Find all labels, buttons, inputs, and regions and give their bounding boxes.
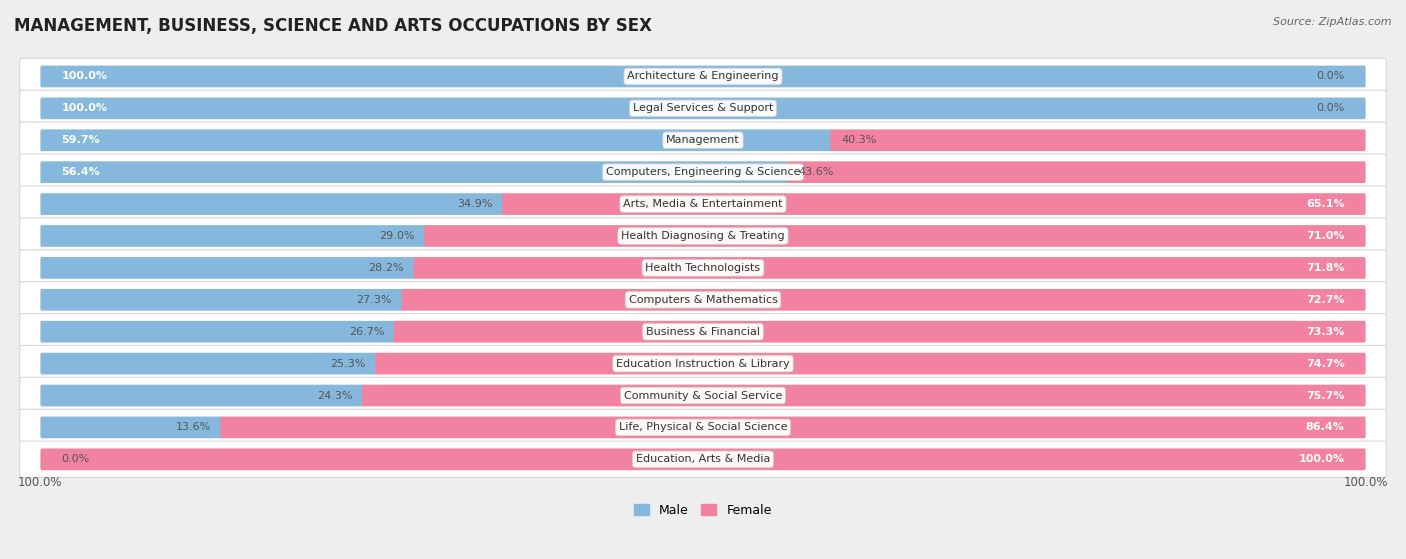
FancyBboxPatch shape bbox=[20, 282, 1386, 318]
FancyBboxPatch shape bbox=[41, 97, 1365, 119]
Text: Legal Services & Support: Legal Services & Support bbox=[633, 103, 773, 113]
Text: Management: Management bbox=[666, 135, 740, 145]
Text: 100.0%: 100.0% bbox=[62, 72, 107, 82]
FancyBboxPatch shape bbox=[20, 441, 1386, 477]
FancyBboxPatch shape bbox=[20, 90, 1386, 126]
FancyBboxPatch shape bbox=[20, 250, 1386, 286]
FancyBboxPatch shape bbox=[41, 448, 1365, 470]
FancyBboxPatch shape bbox=[20, 218, 1386, 254]
FancyBboxPatch shape bbox=[41, 65, 1365, 87]
FancyBboxPatch shape bbox=[221, 416, 1365, 438]
FancyBboxPatch shape bbox=[20, 345, 1386, 382]
Text: 74.7%: 74.7% bbox=[1306, 359, 1344, 368]
Text: Architecture & Engineering: Architecture & Engineering bbox=[627, 72, 779, 82]
Text: 100.0%: 100.0% bbox=[18, 476, 62, 489]
Text: Education Instruction & Library: Education Instruction & Library bbox=[616, 359, 790, 368]
Text: Health Diagnosing & Treating: Health Diagnosing & Treating bbox=[621, 231, 785, 241]
Text: 34.9%: 34.9% bbox=[457, 199, 492, 209]
Text: 100.0%: 100.0% bbox=[62, 103, 107, 113]
Text: Life, Physical & Social Science: Life, Physical & Social Science bbox=[619, 423, 787, 433]
FancyBboxPatch shape bbox=[394, 321, 1365, 343]
FancyBboxPatch shape bbox=[502, 193, 1365, 215]
Text: 100.0%: 100.0% bbox=[1344, 476, 1388, 489]
Text: 71.0%: 71.0% bbox=[1306, 231, 1344, 241]
Text: Community & Social Service: Community & Social Service bbox=[624, 391, 782, 400]
FancyBboxPatch shape bbox=[375, 353, 1365, 375]
FancyBboxPatch shape bbox=[413, 257, 1365, 279]
FancyBboxPatch shape bbox=[402, 289, 1365, 311]
FancyBboxPatch shape bbox=[20, 409, 1386, 446]
Text: Business & Financial: Business & Financial bbox=[645, 326, 761, 337]
Text: Health Technologists: Health Technologists bbox=[645, 263, 761, 273]
FancyBboxPatch shape bbox=[831, 130, 1365, 151]
FancyBboxPatch shape bbox=[41, 193, 505, 215]
Text: Source: ZipAtlas.com: Source: ZipAtlas.com bbox=[1274, 17, 1392, 27]
Text: 40.3%: 40.3% bbox=[842, 135, 877, 145]
FancyBboxPatch shape bbox=[41, 289, 404, 311]
FancyBboxPatch shape bbox=[41, 353, 377, 375]
FancyBboxPatch shape bbox=[20, 377, 1386, 414]
Text: 24.3%: 24.3% bbox=[316, 391, 353, 400]
Text: 0.0%: 0.0% bbox=[1316, 72, 1344, 82]
Text: 65.1%: 65.1% bbox=[1306, 199, 1344, 209]
Text: 86.4%: 86.4% bbox=[1306, 423, 1344, 433]
Text: Computers, Engineering & Science: Computers, Engineering & Science bbox=[606, 167, 800, 177]
FancyBboxPatch shape bbox=[20, 186, 1386, 222]
FancyBboxPatch shape bbox=[41, 162, 789, 183]
FancyBboxPatch shape bbox=[20, 122, 1386, 158]
Text: 29.0%: 29.0% bbox=[380, 231, 415, 241]
FancyBboxPatch shape bbox=[20, 314, 1386, 350]
FancyBboxPatch shape bbox=[361, 385, 1365, 406]
FancyBboxPatch shape bbox=[20, 154, 1386, 191]
FancyBboxPatch shape bbox=[41, 416, 222, 438]
FancyBboxPatch shape bbox=[41, 130, 832, 151]
Text: 100.0%: 100.0% bbox=[1299, 454, 1344, 465]
Text: Computers & Mathematics: Computers & Mathematics bbox=[628, 295, 778, 305]
Text: 71.8%: 71.8% bbox=[1306, 263, 1344, 273]
Text: 0.0%: 0.0% bbox=[1316, 103, 1344, 113]
Text: 56.4%: 56.4% bbox=[62, 167, 100, 177]
FancyBboxPatch shape bbox=[41, 225, 426, 247]
Text: 75.7%: 75.7% bbox=[1306, 391, 1344, 400]
Text: 73.3%: 73.3% bbox=[1306, 326, 1344, 337]
FancyBboxPatch shape bbox=[41, 257, 416, 279]
FancyBboxPatch shape bbox=[41, 321, 395, 343]
Legend: Male, Female: Male, Female bbox=[630, 499, 776, 522]
Text: 27.3%: 27.3% bbox=[357, 295, 392, 305]
Text: 25.3%: 25.3% bbox=[330, 359, 366, 368]
FancyBboxPatch shape bbox=[20, 58, 1386, 94]
Text: 13.6%: 13.6% bbox=[176, 423, 211, 433]
Text: Education, Arts & Media: Education, Arts & Media bbox=[636, 454, 770, 465]
FancyBboxPatch shape bbox=[41, 385, 364, 406]
Text: 0.0%: 0.0% bbox=[62, 454, 90, 465]
Text: 72.7%: 72.7% bbox=[1306, 295, 1344, 305]
FancyBboxPatch shape bbox=[425, 225, 1365, 247]
Text: MANAGEMENT, BUSINESS, SCIENCE AND ARTS OCCUPATIONS BY SEX: MANAGEMENT, BUSINESS, SCIENCE AND ARTS O… bbox=[14, 17, 652, 35]
Text: 59.7%: 59.7% bbox=[62, 135, 100, 145]
Text: 28.2%: 28.2% bbox=[368, 263, 404, 273]
Text: 26.7%: 26.7% bbox=[349, 326, 384, 337]
FancyBboxPatch shape bbox=[786, 162, 1365, 183]
Text: Arts, Media & Entertainment: Arts, Media & Entertainment bbox=[623, 199, 783, 209]
Text: 43.6%: 43.6% bbox=[799, 167, 834, 177]
